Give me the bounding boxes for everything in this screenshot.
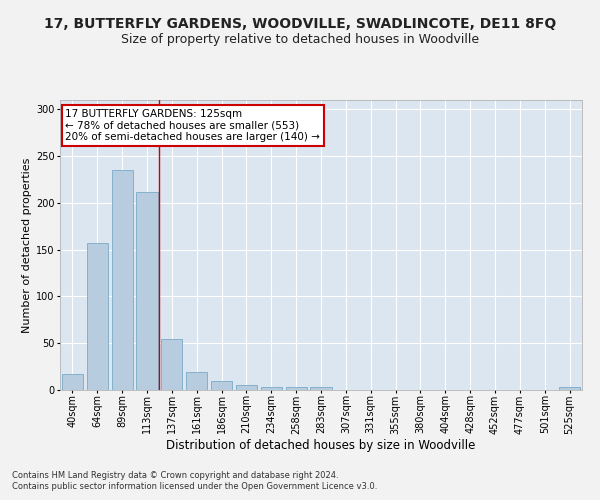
Text: Contains HM Land Registry data © Crown copyright and database right 2024.: Contains HM Land Registry data © Crown c… (12, 470, 338, 480)
Bar (161, 338, 182, 390)
Text: 17 BUTTERFLY GARDENS: 125sqm
← 78% of detached houses are smaller (553)
20% of s: 17 BUTTERFLY GARDENS: 125sqm ← 78% of de… (65, 108, 320, 142)
Bar (236, 386, 257, 390)
Bar (310, 387, 332, 390)
X-axis label: Distribution of detached houses by size in Woodville: Distribution of detached houses by size … (166, 439, 476, 452)
Bar (211, 380, 232, 390)
Text: Contains public sector information licensed under the Open Government Licence v3: Contains public sector information licen… (12, 482, 377, 491)
Y-axis label: Number of detached properties: Number of detached properties (22, 158, 32, 332)
Text: 17, BUTTERFLY GARDENS, WOODVILLE, SWADLINCOTE, DE11 8FQ: 17, BUTTERFLY GARDENS, WOODVILLE, SWADLI… (44, 18, 556, 32)
Bar (112, 170, 133, 390)
Bar (186, 372, 207, 390)
Bar (261, 387, 282, 390)
Text: Size of property relative to detached houses in Woodville: Size of property relative to detached ho… (121, 32, 479, 46)
Bar (286, 387, 307, 390)
Bar (559, 387, 580, 390)
Bar (87, 243, 108, 390)
Bar (136, 192, 158, 390)
Bar (62, 374, 83, 390)
